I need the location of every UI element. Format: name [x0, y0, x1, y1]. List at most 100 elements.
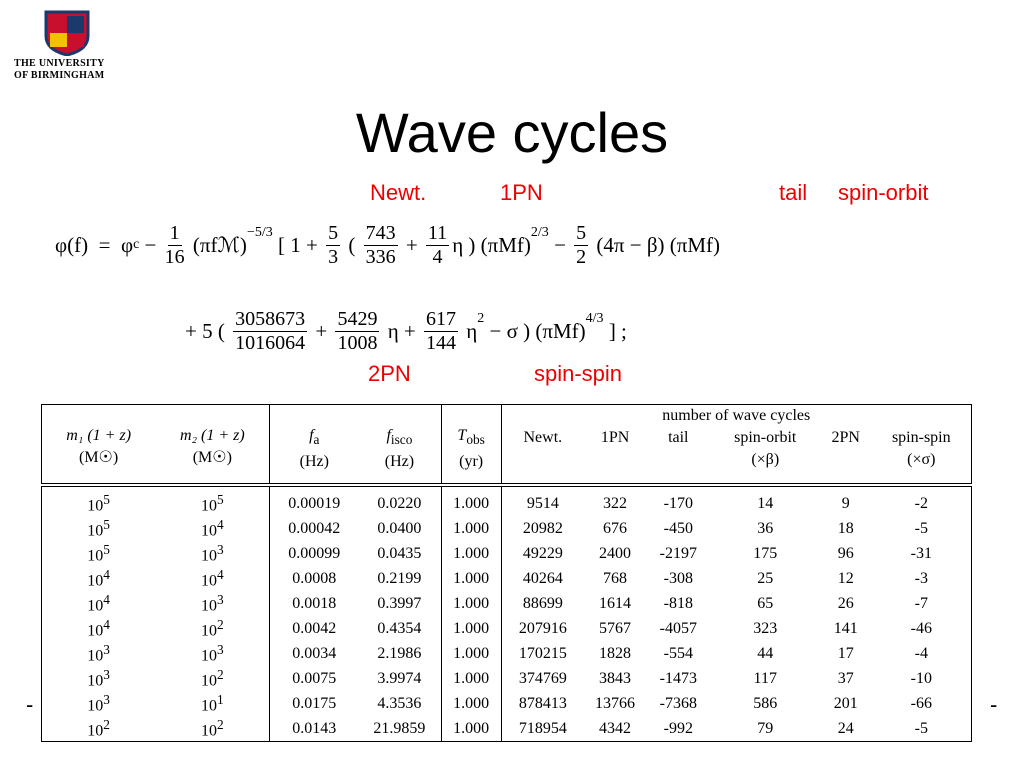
power-exponent: 4	[103, 616, 110, 632]
power-base: 10	[201, 597, 217, 615]
header-main: Tobs	[442, 425, 501, 451]
power-exponent: 4	[103, 591, 110, 607]
header-unit: (M☉)	[79, 449, 119, 466]
table-cell: -818	[663, 594, 693, 612]
power-exponent: 5	[103, 541, 110, 557]
table-cell: 1.000	[441, 566, 502, 591]
header-subscript: a	[313, 432, 320, 448]
table-cell: 103	[42, 691, 156, 716]
header-unit: (M☉)	[192, 449, 232, 466]
table-cell: 117	[753, 669, 777, 687]
column-header: spin-orbit (×β)	[710, 427, 820, 487]
power-base: 10	[201, 522, 217, 540]
table-cell: 13766	[595, 694, 636, 712]
table-cell: -7368	[659, 694, 697, 712]
table-cell: 104	[42, 616, 156, 641]
header-unit: (Hz)	[384, 453, 415, 471]
column-header: 1PN	[584, 427, 646, 487]
table-cell: 0.0175	[292, 694, 337, 712]
power-exponent: 5	[103, 516, 110, 532]
table-cell: 0.3997	[358, 591, 442, 616]
equation-text: η ) (πMf)	[452, 232, 531, 257]
power-base: 10	[201, 697, 217, 715]
table-cell: 20982	[522, 519, 563, 537]
power-exponent: 3	[217, 641, 224, 657]
column-header: fisco (Hz)	[358, 404, 442, 487]
numerator: 617	[424, 307, 459, 332]
header-main: m₁ (1 + z)	[42, 425, 155, 447]
table-cell: 65	[757, 594, 774, 612]
table-cell: -31	[910, 544, 932, 562]
table-cell: 0.0075	[292, 669, 337, 687]
header-line: 2PN	[831, 429, 860, 446]
header-line: tail	[668, 429, 689, 446]
power-exponent: 1	[217, 691, 224, 707]
numerator: 5429	[335, 307, 380, 332]
table-cell: 103	[42, 641, 156, 666]
table-cell: -554	[663, 644, 693, 662]
power-base: 10	[201, 572, 217, 590]
table-cell: 36	[757, 519, 774, 537]
table-cell: -450	[663, 519, 693, 537]
header-line: spin-orbit	[734, 429, 797, 446]
header-row: Newt. 1PN tail spin-orbit (×β) 2PN spin-spin (×…	[42, 427, 972, 487]
table-row: 102 102 0.0143 21.9859 1.000 718954 4342 -992 79…	[42, 716, 972, 742]
table-row: 103 103 0.0034 2.1986 1.000 170215 1828 -554 44 1…	[42, 641, 972, 666]
table-cell: 18	[837, 519, 854, 537]
table-cell: 104	[42, 591, 156, 616]
table-cell: 141	[833, 619, 858, 637]
power-exponent: 2	[103, 716, 110, 732]
table-cell: -1473	[659, 669, 697, 687]
side-mark: -	[26, 692, 34, 717]
table-cell: 3843	[599, 669, 632, 687]
table-cell: 322	[603, 494, 628, 512]
denominator: 336	[365, 245, 396, 268]
table-row: 104 102 0.0042 0.4354 1.000 207916 5767 -4057 32…	[42, 616, 972, 641]
column-header: 2PN	[819, 427, 872, 487]
equation-text: −	[548, 232, 572, 257]
power-base: 10	[87, 572, 104, 590]
table-cell: 105	[42, 485, 156, 516]
term-label: 1PN	[500, 180, 543, 205]
power-exponent: 3	[217, 541, 224, 557]
fraction: 11 4	[425, 222, 450, 269]
numerator: 3058673	[233, 307, 308, 332]
equation-superscript: −5/3	[246, 225, 273, 240]
table-cell: 201	[833, 694, 858, 712]
term-label: Newt.	[370, 180, 427, 205]
table-cell: 4.3536	[358, 691, 442, 716]
equation-text: (πfℳ)	[187, 232, 247, 257]
power-exponent: 3	[103, 666, 110, 682]
table-cell: 1.000	[441, 691, 502, 716]
table-cell: 1.000	[441, 591, 502, 616]
equation-text: +	[310, 318, 333, 343]
denominator: 1016064	[235, 331, 306, 354]
power-exponent: 2	[217, 666, 224, 682]
column-header: Tobs (yr)	[441, 404, 502, 487]
table-cell: -46	[910, 619, 932, 637]
table-cell: 2.1986	[358, 641, 442, 666]
table-cell: 105	[155, 485, 271, 516]
equation-text: ] ;	[603, 318, 627, 343]
equation-text: +	[400, 232, 423, 257]
column-header: fa (Hz)	[269, 404, 359, 487]
table-cell: 1.000	[441, 641, 502, 666]
table-cell: 37	[837, 669, 854, 687]
numerator: 5	[574, 221, 589, 246]
table-cell: 17	[837, 644, 854, 662]
table-cell: 102	[155, 666, 271, 691]
table-cell: 79	[757, 719, 774, 737]
denominator: 144	[426, 331, 457, 354]
table-cell: 104	[42, 566, 156, 591]
equation-text: [ 1 +	[272, 232, 324, 257]
power-base: 10	[201, 622, 217, 640]
table-cell: 374769	[518, 669, 567, 687]
table-cell: 0.00019	[288, 494, 341, 512]
table-cell: -3	[914, 569, 928, 587]
term-label: 2PN	[368, 361, 411, 386]
header-line: 1PN	[600, 429, 630, 446]
table-cell: 1.000	[441, 516, 502, 541]
header-line: spin-spin	[891, 429, 951, 446]
column-header: m₂ (1 + z) (M☉)	[155, 404, 271, 487]
